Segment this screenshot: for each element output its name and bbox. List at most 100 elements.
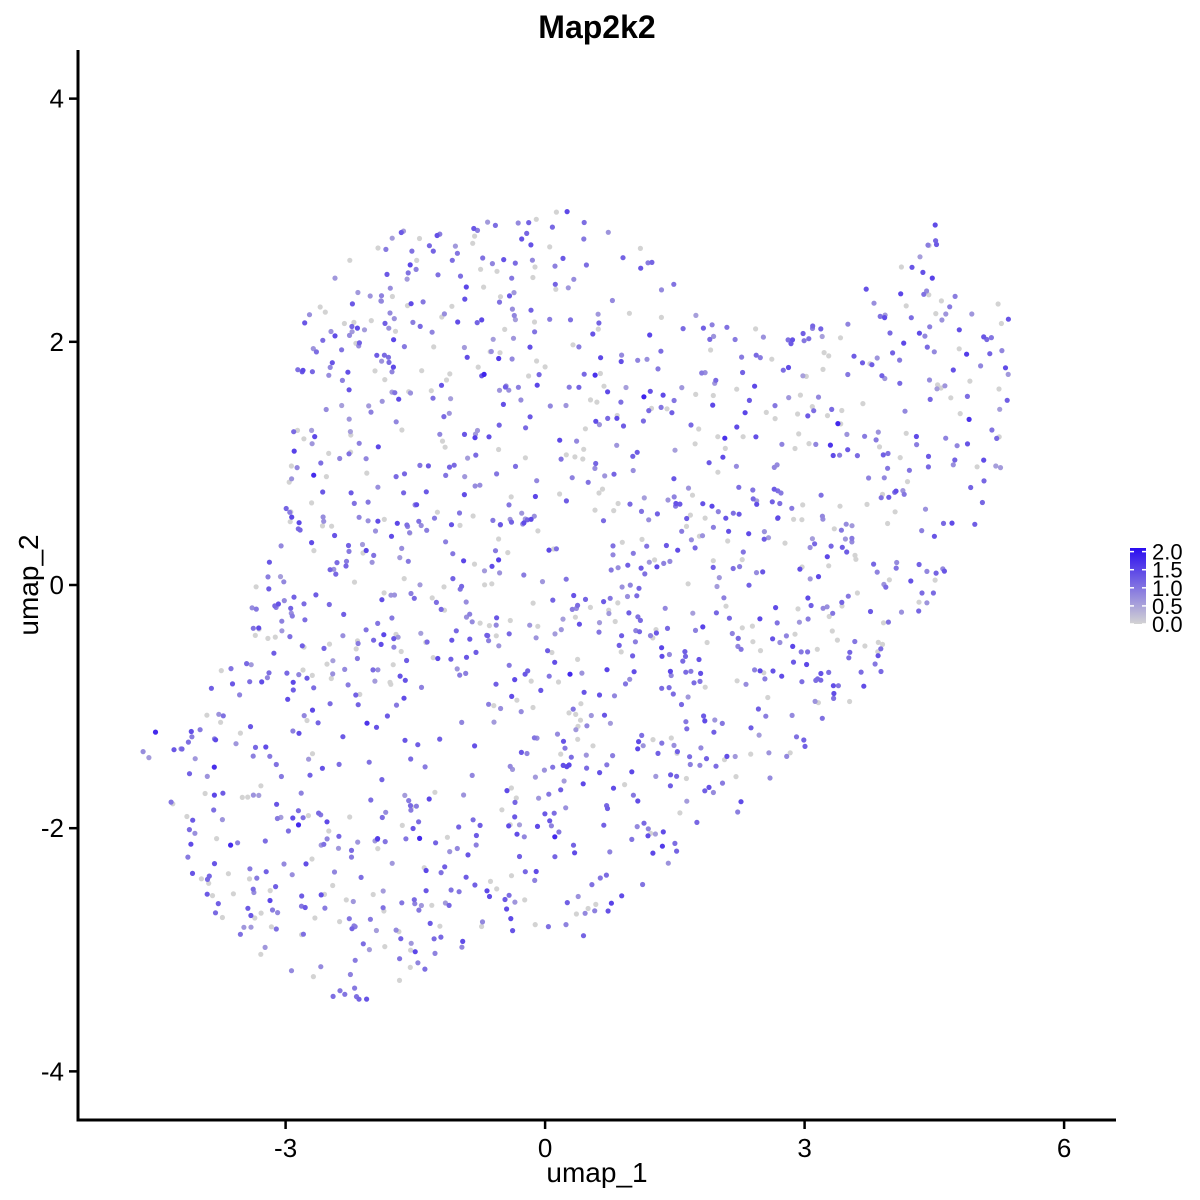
data-point xyxy=(563,498,570,504)
data-point xyxy=(356,440,362,446)
data-point xyxy=(542,364,548,370)
data-point xyxy=(1002,365,1009,371)
data-point xyxy=(885,465,891,471)
data-point xyxy=(474,320,480,326)
data-point xyxy=(190,817,196,823)
data-point xyxy=(926,292,932,298)
data-point xyxy=(289,872,295,878)
data-point xyxy=(380,905,386,911)
data-point xyxy=(687,512,694,518)
data-point xyxy=(694,819,700,826)
data-point xyxy=(289,514,295,520)
data-point xyxy=(808,602,814,609)
data-point xyxy=(512,677,518,683)
data-point xyxy=(365,518,371,524)
data-point xyxy=(545,648,551,654)
data-point xyxy=(278,773,284,780)
data-point xyxy=(389,860,395,866)
data-point xyxy=(847,698,853,705)
data-point xyxy=(558,627,564,633)
colorbar xyxy=(1130,548,1146,624)
data-point xyxy=(954,443,960,449)
data-point xyxy=(519,510,525,516)
data-point xyxy=(716,575,722,581)
data-point xyxy=(981,334,987,340)
data-point xyxy=(684,515,690,522)
data-point xyxy=(446,464,453,470)
data-point xyxy=(574,438,580,444)
x-axis-title: umap_1 xyxy=(546,1157,647,1188)
data-point xyxy=(629,836,635,843)
data-point xyxy=(423,888,429,894)
data-point xyxy=(941,568,948,574)
colorbar-label: 0.5 xyxy=(1152,594,1183,619)
data-point xyxy=(237,692,243,698)
data-point xyxy=(515,384,522,390)
colorbar-label: 0.0 xyxy=(1152,612,1183,637)
data-point xyxy=(605,389,611,395)
data-point xyxy=(629,769,635,775)
data-point xyxy=(363,456,369,462)
data-point xyxy=(502,326,508,332)
data-point xyxy=(506,502,512,508)
data-point xyxy=(401,576,407,582)
data-point xyxy=(752,667,758,673)
data-point xyxy=(290,679,296,685)
data-point xyxy=(680,326,686,332)
data-point xyxy=(862,433,868,439)
data-point xyxy=(860,401,866,407)
data-point xyxy=(309,540,315,546)
data-point xyxy=(391,644,397,650)
data-point xyxy=(385,354,392,360)
data-point xyxy=(831,695,837,702)
data-point xyxy=(653,630,660,636)
data-point xyxy=(497,294,504,300)
data-point xyxy=(512,814,518,820)
data-point xyxy=(634,449,640,455)
data-point xyxy=(289,476,295,482)
data-point xyxy=(815,574,822,580)
data-point xyxy=(342,991,348,997)
data-point xyxy=(654,511,661,517)
data-point xyxy=(597,770,603,776)
data-point xyxy=(402,677,408,683)
data-point xyxy=(972,521,978,527)
data-point xyxy=(576,344,582,350)
data-point xyxy=(291,448,297,454)
data-point xyxy=(494,471,500,477)
data-point xyxy=(709,322,715,328)
data-point xyxy=(610,543,616,549)
data-point xyxy=(235,840,241,846)
data-point xyxy=(622,681,629,687)
data-point xyxy=(837,503,843,509)
data-point xyxy=(452,243,458,249)
data-point xyxy=(388,533,395,539)
data-point xyxy=(658,348,664,354)
data-point xyxy=(438,382,445,388)
data-point xyxy=(352,985,358,991)
data-point xyxy=(275,601,281,607)
data-point xyxy=(418,902,424,909)
data-point xyxy=(796,431,802,437)
data-point xyxy=(847,649,853,655)
data-point xyxy=(448,656,454,662)
data-point xyxy=(302,904,308,911)
data-point xyxy=(733,463,740,469)
data-point xyxy=(596,692,603,698)
data-point xyxy=(262,944,268,951)
data-point xyxy=(619,893,625,899)
data-point xyxy=(748,751,754,757)
data-point xyxy=(726,615,733,621)
data-point xyxy=(644,543,650,549)
data-point xyxy=(256,625,262,631)
data-point xyxy=(366,403,372,409)
data-point xyxy=(291,594,297,600)
data-point xyxy=(287,519,293,525)
data-point xyxy=(309,500,315,506)
data-point xyxy=(494,615,500,621)
data-point xyxy=(211,792,217,798)
data-point xyxy=(323,406,329,413)
data-point xyxy=(989,427,995,433)
data-point xyxy=(614,442,620,448)
data-point xyxy=(323,474,329,480)
